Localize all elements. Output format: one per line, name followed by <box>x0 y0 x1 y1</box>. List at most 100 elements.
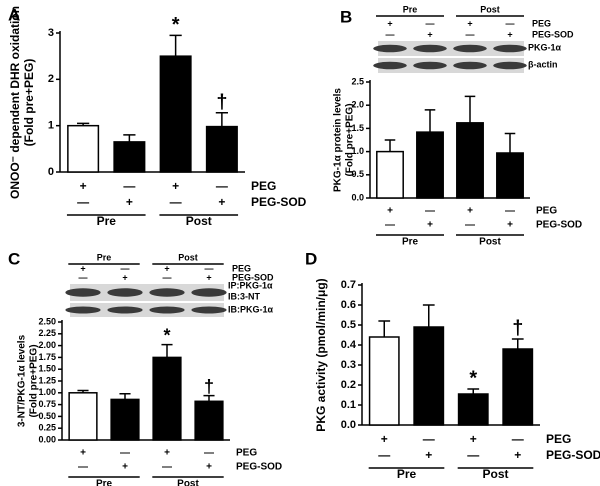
y-axis-label: (Fold pre+PEG) <box>345 103 356 176</box>
blot-band <box>493 61 527 70</box>
error-bar <box>161 343 173 358</box>
peg-sign: — <box>426 18 435 28</box>
y-axis-label: ONOO⁻ dependent DHR oxidation <box>8 6 22 199</box>
blot-band <box>65 288 101 297</box>
blot-label: PKG-1α <box>528 42 562 52</box>
bar <box>496 152 524 199</box>
peg-sod-sign: — <box>385 220 395 231</box>
blot-label: β-actin <box>528 59 558 69</box>
y-axis-label: PKG activity (pmol/min/μg) <box>314 278 328 431</box>
y-tick-label: 0.75 <box>38 399 56 409</box>
y-tick-label: 0.25 <box>38 423 56 433</box>
group-label: Pre <box>96 479 113 486</box>
bar <box>368 336 400 426</box>
y-tick-label: 0.1 <box>341 399 356 411</box>
error-bar <box>169 34 182 57</box>
error-bar <box>123 134 136 142</box>
peg-sign: — <box>205 263 214 273</box>
peg-sod-sign: + <box>122 272 127 282</box>
peg-sign: — <box>506 18 515 28</box>
blot-band <box>65 306 101 314</box>
error-bar <box>424 109 436 133</box>
peg-sign: — <box>123 179 135 193</box>
y-tick-label: 0 <box>48 166 54 178</box>
peg-sign: — <box>121 263 130 273</box>
error-bar <box>203 394 215 402</box>
y-axis-label: PKG-1α protein levels <box>333 88 344 192</box>
peg-sod-sign: — <box>77 195 89 209</box>
bar <box>205 125 238 173</box>
row-label: PEG <box>546 432 571 446</box>
annotation: † <box>512 318 523 340</box>
bar <box>68 392 98 441</box>
y-tick-label: 0.3 <box>341 359 356 371</box>
row-label: PEG <box>536 206 557 217</box>
peg-sod-sign: — <box>386 29 395 39</box>
y-tick-label: 2.00 <box>38 340 56 350</box>
row-label: PEG <box>236 448 257 459</box>
blot-strip <box>378 41 524 56</box>
bar <box>110 398 140 441</box>
group-label: Post <box>186 214 212 228</box>
y-axis-label: (Fold pre+PEG) <box>29 344 40 417</box>
peg-sod-sign: + <box>126 195 133 209</box>
annotation: * <box>163 325 170 345</box>
error-bar <box>511 338 524 349</box>
peg-sod-sign: + <box>427 220 433 231</box>
panel-letter: C <box>8 249 20 268</box>
peg-sign: — <box>512 432 524 446</box>
peg-sod-sign: — <box>78 462 88 473</box>
peg-sign: — <box>423 432 435 446</box>
y-tick-label: 3 <box>48 27 54 39</box>
blot-label: IB:3-NT <box>228 291 260 301</box>
y-tick-label: 2.50 <box>38 316 56 326</box>
bar <box>67 124 100 173</box>
group-label: Pre <box>397 467 417 481</box>
row-label: PEG-SOD <box>532 29 574 39</box>
panel-letter: D <box>305 249 317 268</box>
y-tick-label: 0.5 <box>351 169 364 179</box>
row-label: PEG-SOD <box>536 220 582 231</box>
error-bar <box>119 392 131 400</box>
annotation: † <box>204 376 214 396</box>
bar <box>502 348 534 426</box>
blot-band <box>191 288 227 297</box>
y-tick-label: 2.0 <box>351 100 364 110</box>
row-label: PEG <box>232 263 251 273</box>
blot-band <box>493 44 527 53</box>
peg-sod-sign: — <box>162 462 172 473</box>
group-label: Pre <box>97 214 117 228</box>
row-label: PEG <box>532 18 551 28</box>
error-bar <box>215 111 228 127</box>
peg-sod-sign: + <box>514 448 521 462</box>
y-tick-label: 1.5 <box>351 123 364 133</box>
group-label: Pre <box>97 252 112 262</box>
annotation: † <box>216 91 227 113</box>
y-tick-label: 0.00 <box>38 434 56 444</box>
blot-strip <box>70 303 224 317</box>
y-tick-label: 2 <box>48 73 54 85</box>
bar <box>413 326 445 426</box>
y-tick-label: 1.0 <box>351 146 364 156</box>
group-label: Pre <box>402 237 419 248</box>
y-tick-label: 0.2 <box>341 379 356 391</box>
bar <box>159 55 192 173</box>
blot-band <box>413 61 447 70</box>
y-axis-label: 3-NT/PKG-1α levels <box>17 334 28 427</box>
blot-strip <box>378 58 524 73</box>
y-tick-label: 1 <box>48 120 54 132</box>
peg-sign: + <box>172 179 179 193</box>
y-axis-label: (Fold pre+PEG) <box>22 59 36 147</box>
y-tick-label: 2.25 <box>38 328 56 338</box>
peg-sod-sign: + <box>122 462 128 473</box>
blot-band <box>107 306 143 314</box>
y-tick-label: 0.0 <box>341 419 356 431</box>
y-tick-label: 0.0 <box>351 192 364 202</box>
peg-sod-sign: — <box>163 272 172 282</box>
y-tick-label: 1.75 <box>38 352 56 362</box>
panel-letter: B <box>340 7 352 26</box>
group-label: Post <box>178 252 198 262</box>
peg-sign: + <box>467 206 473 217</box>
peg-sod-sign: + <box>206 272 211 282</box>
